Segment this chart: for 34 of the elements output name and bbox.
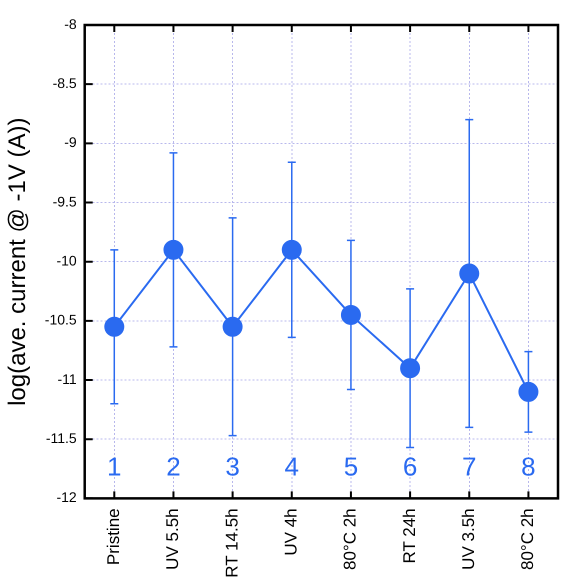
x-tick-label: RT 24h: [400, 508, 419, 564]
y-tick-label: -9: [64, 134, 77, 150]
y-tick-label: -10.5: [44, 312, 77, 328]
annotation: 1: [107, 452, 122, 482]
x-tick-label: UV 4h: [281, 508, 300, 556]
point: [104, 316, 124, 337]
y-tick-label: -8: [64, 16, 77, 32]
point: [222, 316, 243, 337]
annotation: 3: [225, 452, 240, 482]
y-tick-label: -11: [58, 370, 77, 387]
y-tick-label: -9.5: [52, 193, 77, 210]
point: [400, 358, 420, 378]
x-tick-label: RT 14.5h: [222, 508, 242, 578]
annotation: 5: [344, 452, 358, 482]
point: [163, 240, 184, 260]
x-tick-label: 80°C 2h: [518, 508, 538, 570]
annotation: 8: [521, 452, 536, 482]
point: [282, 240, 302, 260]
y-axis-title: log(ave. current @ -1V (A)): [4, 117, 32, 406]
x-tick-label: UV 5.5h: [163, 508, 182, 570]
y-tick-label: -11.5: [46, 430, 77, 446]
point: [340, 304, 361, 325]
annotation: 6: [402, 452, 418, 482]
point: [518, 382, 538, 402]
point: [459, 264, 480, 284]
x-tick-label: Pristine: [104, 508, 123, 566]
annotation: 4: [284, 452, 300, 482]
y-tick-label: -10: [56, 252, 77, 269]
y-tick-label: -12: [56, 489, 77, 506]
x-tick-label: 80°C 2h: [340, 508, 360, 570]
y-tick-label: -8.5: [52, 75, 77, 92]
annotation: 2: [166, 452, 181, 482]
annotation: 7: [462, 452, 476, 482]
x-tick-label: UV 3.5h: [458, 508, 478, 570]
